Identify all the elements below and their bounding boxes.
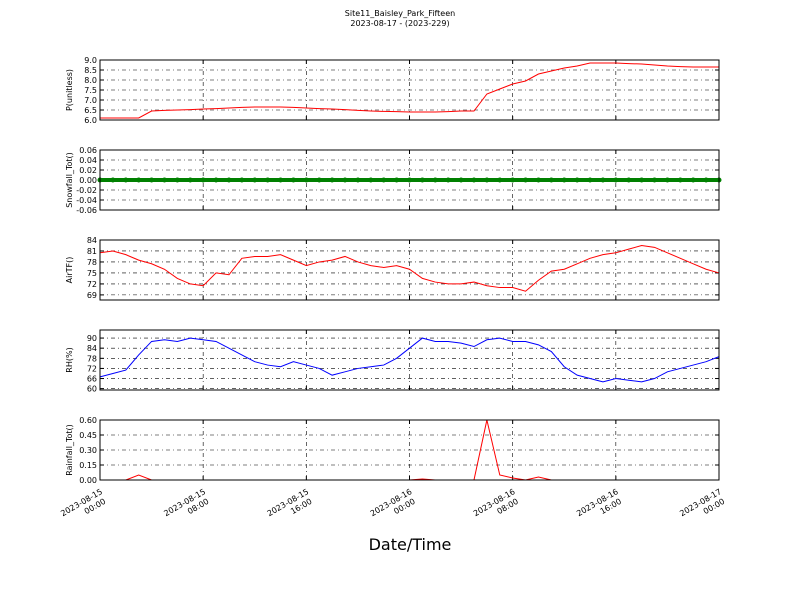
y-tick-label: 0.60 <box>79 416 97 425</box>
data-line <box>99 244 720 292</box>
y-tick-label: 81 <box>87 247 97 256</box>
y-tick-label: 66 <box>87 375 97 384</box>
x-axis-label: Date/Time <box>369 535 452 554</box>
y-axis-label: RH(%) <box>65 347 74 372</box>
y-tick-label: 0.15 <box>79 461 97 470</box>
plot-frame <box>99 239 720 301</box>
y-tick-label: -0.04 <box>76 196 97 205</box>
y-tick-label: 84 <box>87 236 97 245</box>
y-tick-label: 90 <box>87 334 97 343</box>
x-tick-label: 2023-08-1600:00 <box>369 487 419 527</box>
y-tick-label: 60 <box>87 385 97 394</box>
y-tick-label: 8.0 <box>84 76 97 85</box>
y-tick-label: 72 <box>87 364 97 373</box>
x-tick-label: 2023-08-1508:00 <box>162 487 212 527</box>
y-tick-label: -0.06 <box>76 206 97 215</box>
x-tick-label: 2023-08-1616:00 <box>575 487 625 527</box>
x-tick-label: 2023-08-1500:00 <box>59 487 109 527</box>
y-tick-label: 6.5 <box>84 106 97 115</box>
y-tick-label: 8.5 <box>84 66 97 75</box>
y-tick-label: 75 <box>87 269 97 278</box>
y-axis-label: AirTF() <box>65 257 74 284</box>
y-tick-label: 0.30 <box>79 446 97 455</box>
y-axis-label: P(unitless) <box>65 69 74 111</box>
plot-frame <box>99 149 720 211</box>
y-tick-label: 72 <box>87 280 97 289</box>
x-tick-label-group: 2023-08-1616:00 <box>575 487 625 527</box>
y-tick-label: 84 <box>87 344 97 353</box>
y-tick-label: 0.00 <box>79 176 97 185</box>
y-tick-label: 7.0 <box>84 96 97 105</box>
x-tick-label-group: 2023-08-1608:00 <box>472 487 522 527</box>
plot-frame <box>99 329 720 391</box>
y-tick-label: 0.02 <box>79 166 97 175</box>
y-tick-label: 7.5 <box>84 86 97 95</box>
y-tick-label: 0.04 <box>79 156 97 165</box>
x-tick-label: 2023-08-1700:00 <box>678 487 728 527</box>
y-tick-label: 0.45 <box>79 431 97 440</box>
y-tick-label: -0.02 <box>76 186 97 195</box>
y-tick-label: 0.00 <box>79 476 97 485</box>
y-tick-label: 78 <box>87 258 97 267</box>
x-tick-label-group: 2023-08-1508:00 <box>162 487 212 527</box>
y-tick-label: 0.06 <box>79 146 97 155</box>
plot-frame <box>99 419 720 481</box>
y-tick-label: 9.0 <box>84 56 97 65</box>
x-tick-label-group: 2023-08-1516:00 <box>266 487 316 527</box>
data-line <box>100 62 719 119</box>
y-axis-label: Rainfall_Tot() <box>65 424 74 476</box>
y-axis-label: Snowfall_Tot() <box>65 152 74 208</box>
x-tick-label-group: 2023-08-1700:00 <box>678 487 728 527</box>
y-tick-label: 69 <box>87 291 97 300</box>
x-tick-label: 2023-08-1516:00 <box>266 487 316 527</box>
chart-title: Site11_Baisley_Park_Fifteen <box>345 9 455 18</box>
x-tick-label: 2023-08-1608:00 <box>472 487 522 527</box>
x-tick-label-group: 2023-08-1600:00 <box>369 487 419 527</box>
y-tick-label: 6.0 <box>84 116 97 125</box>
y-tick-label: 78 <box>87 354 97 363</box>
data-line <box>99 337 720 383</box>
plot-frame <box>99 59 720 121</box>
x-tick-label-group: 2023-08-1500:00 <box>59 487 109 527</box>
chart-subtitle: 2023-08-17 - (2023-229) <box>350 19 449 28</box>
